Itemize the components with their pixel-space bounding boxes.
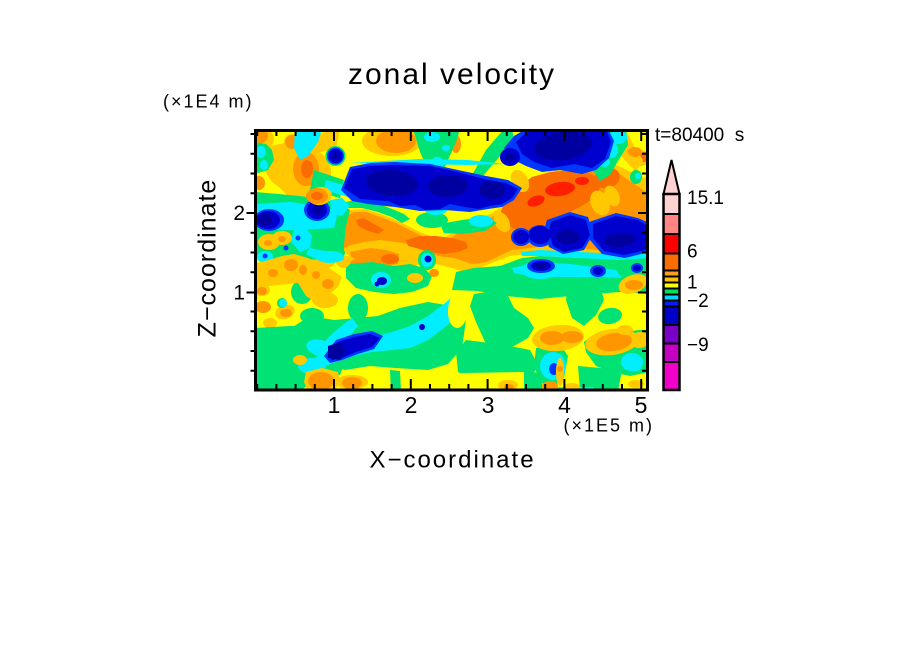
svg-text:(×1E5 m): (×1E5 m) [563, 416, 654, 436]
svg-text:15.1: 15.1 [687, 188, 724, 209]
svg-text:2: 2 [233, 202, 245, 225]
svg-text:Z−coordinate: Z−coordinate [194, 179, 222, 338]
svg-text:3: 3 [482, 392, 495, 418]
svg-text:1: 1 [233, 282, 245, 305]
svg-text:2: 2 [405, 392, 418, 418]
svg-text:5: 5 [635, 392, 648, 418]
svg-text:−9: −9 [687, 335, 709, 356]
svg-text:6: 6 [687, 242, 698, 263]
svg-text:t=80400 s: t=80400 s [655, 125, 744, 146]
svg-text:(×1E4 m): (×1E4 m) [163, 92, 254, 112]
svg-text:4: 4 [558, 392, 571, 418]
svg-text:zonal velocity: zonal velocity [348, 58, 556, 91]
svg-text:X−coordinate: X−coordinate [369, 447, 535, 474]
svg-text:1: 1 [328, 392, 341, 418]
svg-text:1: 1 [687, 273, 698, 294]
svg-text:−2: −2 [687, 291, 709, 312]
